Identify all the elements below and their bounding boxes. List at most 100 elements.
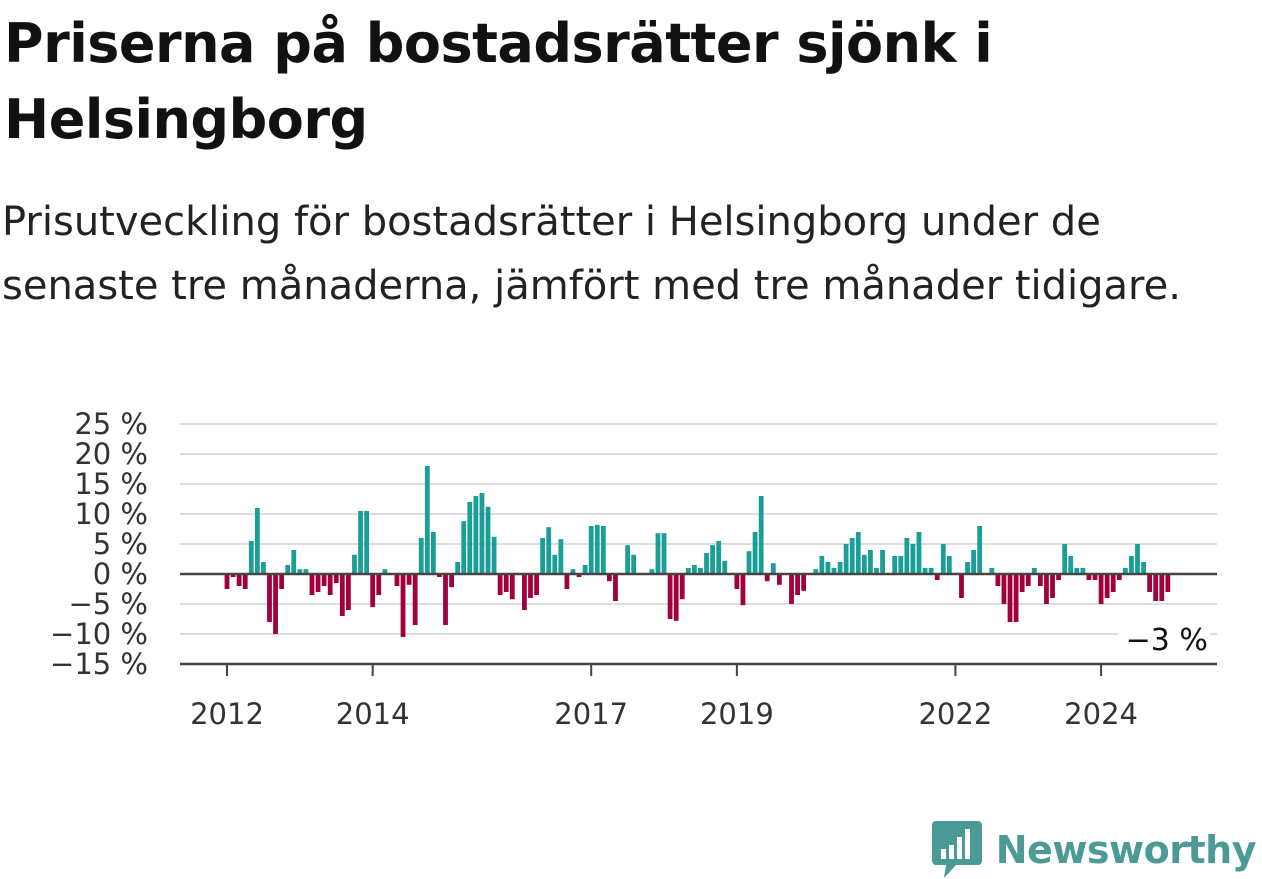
- bar: [376, 574, 382, 595]
- bar: [752, 532, 758, 574]
- bar: [1013, 574, 1019, 622]
- bar: [600, 526, 606, 574]
- bar: [1141, 562, 1146, 574]
- bar: [1092, 574, 1098, 580]
- bar: [315, 574, 321, 592]
- bar: [261, 562, 266, 574]
- y-tick-label: 10 %: [74, 497, 148, 531]
- bar: [522, 574, 527, 610]
- bar: [1037, 574, 1043, 586]
- bar: [236, 574, 242, 586]
- bar: [364, 511, 370, 574]
- x-tick-label: 2017: [554, 697, 628, 731]
- bar: [667, 574, 673, 619]
- bar: [279, 574, 285, 589]
- bar: [285, 565, 291, 574]
- bar: [491, 536, 497, 574]
- bar: [1086, 574, 1092, 580]
- bar: [868, 550, 873, 574]
- bar: [607, 574, 612, 582]
- bar: [801, 574, 807, 591]
- bar: [394, 574, 400, 586]
- bar: [540, 538, 546, 574]
- bar: [303, 569, 309, 574]
- bar: [242, 574, 248, 589]
- bar: [1147, 574, 1153, 592]
- bar: [297, 569, 303, 574]
- bar: [528, 574, 533, 598]
- bar: [904, 538, 910, 574]
- bar: [922, 568, 928, 574]
- bar: [685, 568, 691, 574]
- newsworthy-logo-icon: [931, 821, 982, 878]
- bar: [1165, 574, 1171, 592]
- bar: [722, 560, 728, 574]
- bar: [1116, 574, 1122, 580]
- bar: [1110, 574, 1116, 592]
- bar: [248, 541, 254, 574]
- bar: [564, 574, 570, 589]
- bars: [224, 466, 1171, 637]
- gridlines: [180, 423, 1217, 635]
- bar: [770, 563, 776, 574]
- bar: [861, 554, 867, 574]
- bar: [655, 533, 661, 574]
- bar: [1068, 556, 1074, 574]
- bar: [698, 568, 703, 574]
- bar: [230, 574, 236, 577]
- bar: [625, 545, 631, 574]
- x-tick-label: 2019: [700, 697, 774, 731]
- bar: [679, 574, 685, 600]
- bar: [704, 553, 709, 574]
- x-tick-label: 2012: [190, 697, 264, 731]
- x-tick-label: 2024: [1064, 697, 1138, 731]
- bar: [1080, 568, 1086, 574]
- bar: [400, 574, 406, 637]
- bar: [1098, 574, 1104, 604]
- bar: [977, 526, 983, 574]
- bar: [819, 556, 825, 574]
- bar: [509, 574, 515, 600]
- bar: [467, 502, 473, 574]
- bar: [710, 545, 715, 574]
- axes: [180, 572, 1217, 666]
- bar: [940, 544, 946, 574]
- bar: [430, 532, 436, 574]
- bar: [776, 574, 782, 585]
- bar: [327, 574, 333, 595]
- bar: [273, 574, 278, 634]
- bar: [928, 568, 934, 574]
- bar: [825, 562, 831, 574]
- bar: [843, 544, 849, 574]
- bar: [649, 569, 655, 574]
- bar: [995, 574, 1001, 586]
- bar: [406, 574, 412, 585]
- bar: [971, 550, 977, 574]
- bar: [716, 541, 722, 574]
- bar: [1159, 574, 1165, 601]
- bar: [352, 554, 357, 574]
- bar: [321, 574, 327, 586]
- bar: [588, 526, 594, 574]
- y-tick-label: 20 %: [74, 437, 148, 471]
- bar: [449, 574, 454, 588]
- bar: [473, 496, 479, 574]
- bar: [691, 565, 697, 574]
- x-tick-label: 2014: [336, 697, 410, 731]
- bar: [291, 550, 297, 574]
- bar: [479, 493, 485, 574]
- bar: [1074, 568, 1080, 574]
- bar: [455, 562, 461, 574]
- bar: [910, 544, 916, 574]
- bar: [582, 565, 588, 574]
- bar: [1031, 568, 1037, 574]
- y-tick-label: −10 %: [50, 617, 148, 651]
- last-value-label-bg: [1117, 622, 1210, 660]
- bar: [740, 574, 746, 606]
- bar: [339, 574, 345, 616]
- bar: [1025, 574, 1031, 586]
- bar: [916, 532, 922, 574]
- bar: [1019, 574, 1025, 592]
- bar: [418, 538, 424, 574]
- bar: [874, 568, 879, 574]
